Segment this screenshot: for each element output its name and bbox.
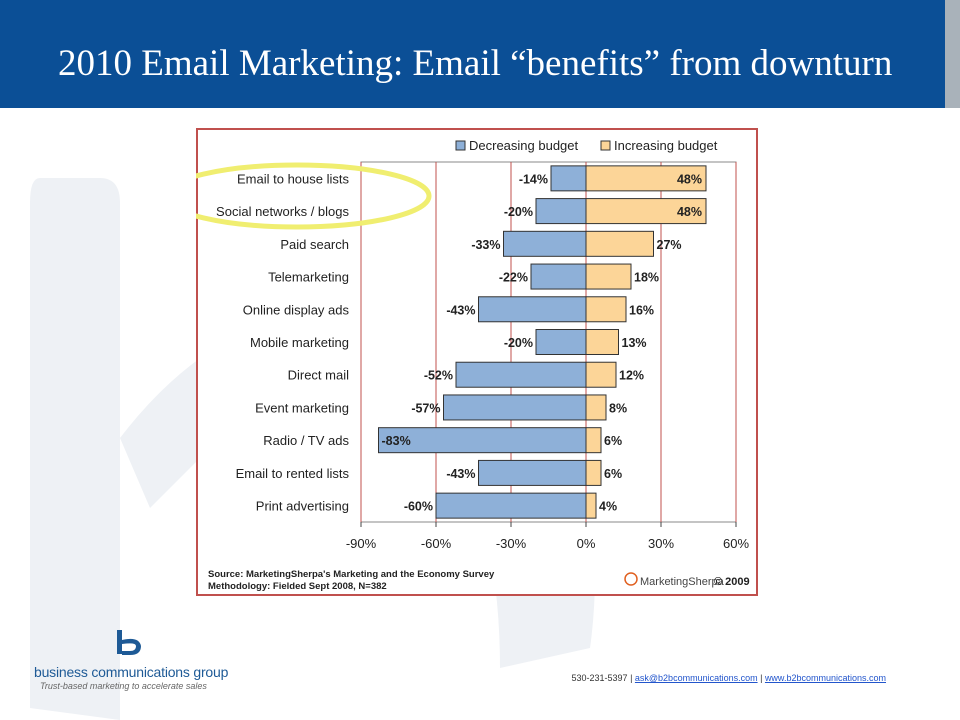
bar-increasing (585, 329, 619, 355)
logo-tagline: Trust-based marketing to accelerate sale… (40, 681, 207, 691)
brand-name: MarketingSherpa (640, 576, 725, 588)
category-label: Telemarketing (268, 270, 349, 285)
category-labels: Email to house lists Social networks / bl… (216, 171, 349, 513)
bar-increasing (585, 394, 607, 421)
value-label-increasing: 16% (629, 303, 654, 317)
legend-swatch-increasing (600, 140, 611, 151)
value-label-increasing: 8% (609, 401, 627, 415)
footer-email-link[interactable]: ask@b2bcommunications.com (634, 673, 758, 683)
category-label: Print advertising (256, 499, 349, 514)
value-label-decreasing: -83% (382, 434, 411, 448)
x-tick-label: -30% (496, 536, 527, 551)
value-label-decreasing: -33% (471, 238, 500, 252)
bar-decreasing (435, 492, 587, 519)
legend-swatch-decreasing (455, 140, 466, 151)
chart-source: Source: MarketingSherpa's Marketing and … (208, 569, 495, 580)
bar-decreasing (478, 296, 587, 323)
footer-separator: | (757, 673, 765, 683)
value-label-decreasing: -52% (424, 369, 453, 383)
value-label-decreasing: -60% (404, 500, 433, 514)
chart: Decreasing budget Increasing budget Emai… (196, 128, 758, 596)
bars (378, 165, 707, 519)
bar-decreasing (443, 394, 587, 421)
highlight-ellipse (196, 162, 432, 230)
value-label-increasing: 6% (604, 467, 622, 481)
bar-decreasing (455, 361, 587, 388)
value-label-increasing: 27% (657, 238, 682, 252)
bar-decreasing (535, 329, 587, 355)
bar-increasing (585, 492, 597, 519)
bar-decreasing (530, 263, 587, 290)
copyright: © 2009 (714, 576, 750, 588)
chart-legend: Decreasing budget Increasing budget (455, 138, 718, 153)
bar-increasing (585, 361, 617, 388)
bar-increasing (585, 296, 627, 323)
x-tick-label: 60% (723, 536, 749, 551)
value-label-decreasing: -14% (519, 172, 548, 186)
chart-methodology: Methodology: Fielded Sept 2008, N=382 (208, 581, 387, 592)
company-logo: business communications group Trust-base… (34, 628, 234, 692)
bar-decreasing (478, 459, 587, 486)
value-label-increasing: 4% (599, 500, 617, 514)
bar-decreasing (503, 230, 587, 257)
footer-contact: 530-231-5397 | ask@b2bcommunications.com… (572, 673, 887, 683)
b-logo-icon (117, 630, 141, 655)
value-label-increasing: 18% (634, 271, 659, 285)
bar-increasing (585, 427, 602, 454)
category-label: Online display ads (243, 302, 350, 317)
bar-increasing (585, 263, 632, 290)
bar-decreasing (550, 165, 587, 192)
x-tick-label: -90% (346, 536, 377, 551)
bar-increasing (585, 198, 707, 225)
category-label: Email to house lists (237, 171, 349, 186)
category-label: Social networks / blogs (216, 204, 349, 219)
x-tick-label: 30% (648, 536, 674, 551)
bar-decreasing (378, 427, 587, 454)
category-label: Radio / TV ads (263, 433, 349, 448)
category-label: Direct mail (288, 368, 350, 383)
category-label: Event marketing (255, 400, 349, 415)
marketingsherpa-logo: MarketingSherpa © 2009 (624, 572, 750, 588)
category-label: Paid search (280, 237, 349, 252)
bar-increasing (585, 230, 654, 257)
bar-decreasing (535, 198, 587, 225)
x-tick-label: 0% (577, 536, 596, 551)
x-tick-label: -60% (421, 536, 452, 551)
category-label: Email to rented lists (236, 466, 350, 481)
value-label-increasing: 48% (677, 172, 702, 186)
title-bar-edge (945, 0, 960, 108)
value-label-decreasing: -22% (499, 271, 528, 285)
category-label: Mobile marketing (250, 335, 349, 350)
x-axis-ticks: -90% -60% -30% 0% 30% 60% (346, 522, 749, 551)
footer-website-link[interactable]: www.b2bcommunications.com (764, 673, 886, 683)
value-label-increasing: 13% (622, 336, 647, 350)
value-label-increasing: 6% (604, 434, 622, 448)
title-bar (0, 0, 945, 108)
sun-icon (624, 572, 638, 586)
bar-increasing (585, 459, 602, 486)
bar-increasing (585, 165, 707, 192)
value-label-decreasing: -57% (411, 401, 440, 415)
legend-label-decreasing: Decreasing budget (469, 138, 579, 153)
logo-name: business communications group (34, 664, 229, 680)
legend-label-increasing: Increasing budget (614, 138, 718, 153)
value-labels: -14% 48% -20% 48% -33% 27% -22% 18% -43% 16% -20% 1… (382, 172, 703, 513)
value-label-decreasing: -20% (504, 205, 533, 219)
value-label-decreasing: -20% (504, 336, 533, 350)
value-label-increasing: 12% (619, 369, 644, 383)
footer-separator: | (627, 673, 635, 683)
footer-phone: 530-231-5397 (571, 673, 628, 683)
slide-title: 2010 Email Marketing: Email “benefits” f… (58, 43, 893, 84)
value-label-decreasing: -43% (446, 303, 475, 317)
value-label-increasing: 48% (677, 205, 702, 219)
value-label-decreasing: -43% (446, 467, 475, 481)
